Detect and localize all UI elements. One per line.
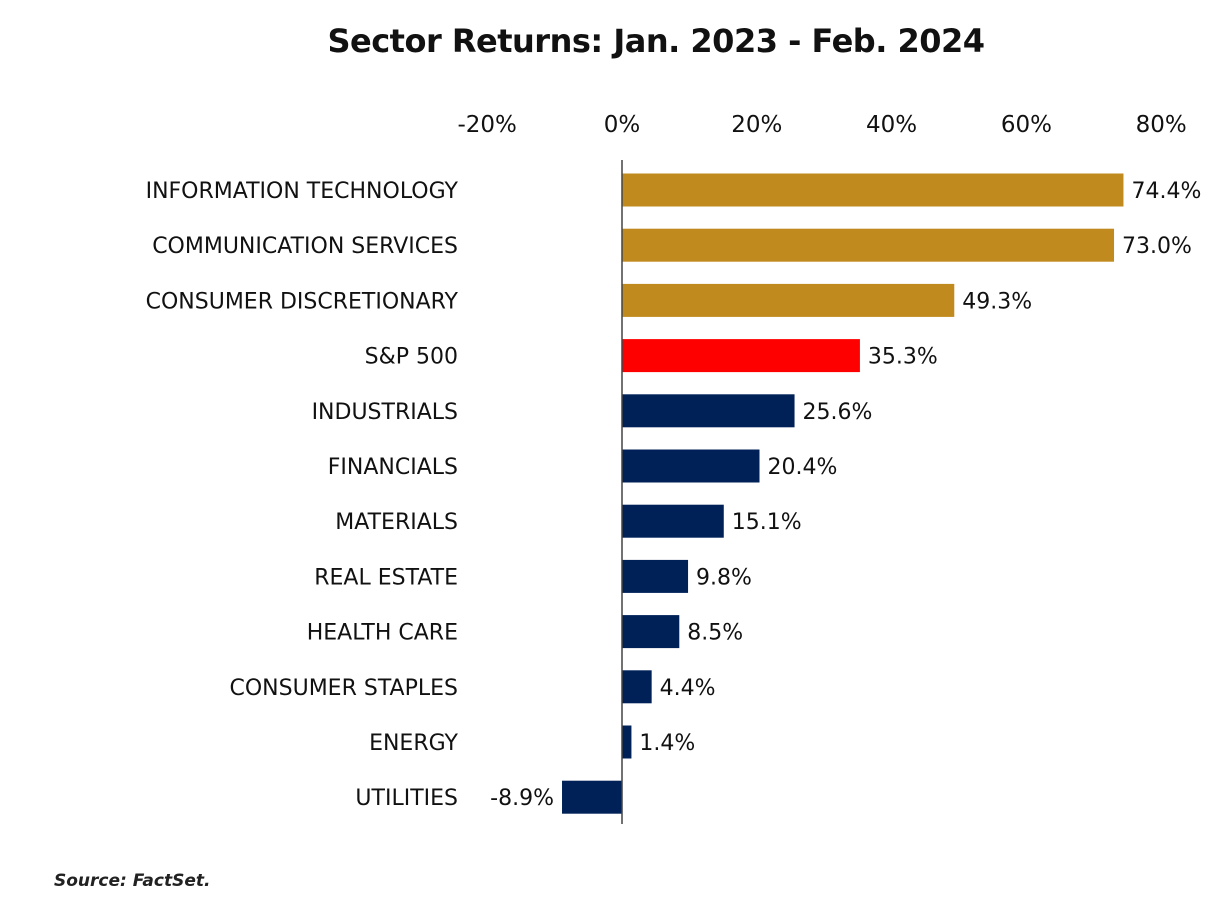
value-label: 49.3% [962, 289, 1032, 314]
category-label: HEALTH CARE [307, 621, 458, 646]
value-label: 15.1% [732, 510, 802, 535]
category-label: CONSUMER STAPLES [230, 676, 459, 701]
chart-title: Sector Returns: Jan. 2023 - Feb. 2024 [327, 22, 985, 60]
x-tick-label: 20% [731, 112, 782, 138]
x-axis-ticks: -20% 0% 20% 40% 60% 80% [457, 112, 1186, 138]
category-label: UTILITIES [355, 786, 458, 811]
x-tick-label: -20% [457, 112, 516, 138]
category-label: MATERIALS [335, 510, 458, 535]
value-label: 4.4% [660, 676, 716, 701]
bar-consumer-staples [622, 670, 652, 704]
category-label: INDUSTRIALS [312, 400, 458, 425]
bar-communication-services [622, 228, 1115, 262]
x-tick-label: 80% [1136, 112, 1187, 138]
bar-sandp-500 [622, 339, 860, 373]
category-label: INFORMATION TECHNOLOGY [146, 179, 459, 204]
bar-materials [622, 504, 724, 538]
bar-utilities [562, 780, 622, 814]
category-labels: INFORMATION TECHNOLOGY COMMUNICATION SERV… [146, 179, 459, 811]
value-label: 1.4% [639, 731, 695, 756]
value-label: 20.4% [767, 455, 837, 480]
value-label: 8.5% [687, 621, 743, 646]
category-label: COMMUNICATION SERVICES [152, 234, 458, 259]
x-tick-label: 60% [1001, 112, 1052, 138]
value-label: -8.9% [490, 786, 554, 811]
category-label: CONSUMER DISCRETIONARY [146, 289, 459, 314]
bar-energy [622, 725, 632, 759]
value-labels: 74.4% 73.0% 49.3% 35.3% 25.6% 20.4% 15.1% 9.8% 8… [490, 179, 1201, 811]
bar-industrials [622, 394, 795, 428]
bar-health-care [622, 615, 680, 649]
x-tick-label: 0% [604, 112, 641, 138]
x-tick-label: 40% [866, 112, 917, 138]
bars-layer [562, 173, 1124, 814]
value-label: 74.4% [1131, 179, 1201, 204]
value-label: 35.3% [868, 345, 938, 370]
bar-consumer-discretionary [622, 283, 955, 317]
source-note: Source: FactSet. [54, 871, 211, 891]
bar-financials [622, 449, 760, 483]
category-label: S&P 500 [365, 345, 458, 370]
category-label: ENERGY [369, 731, 458, 756]
bar-information-technology [622, 173, 1124, 207]
value-label: 25.6% [803, 400, 873, 425]
category-label: FINANCIALS [328, 455, 458, 480]
value-label: 9.8% [696, 565, 752, 590]
value-label: 73.0% [1122, 234, 1192, 259]
category-label: REAL ESTATE [314, 565, 458, 590]
bar-real-estate [622, 559, 689, 593]
